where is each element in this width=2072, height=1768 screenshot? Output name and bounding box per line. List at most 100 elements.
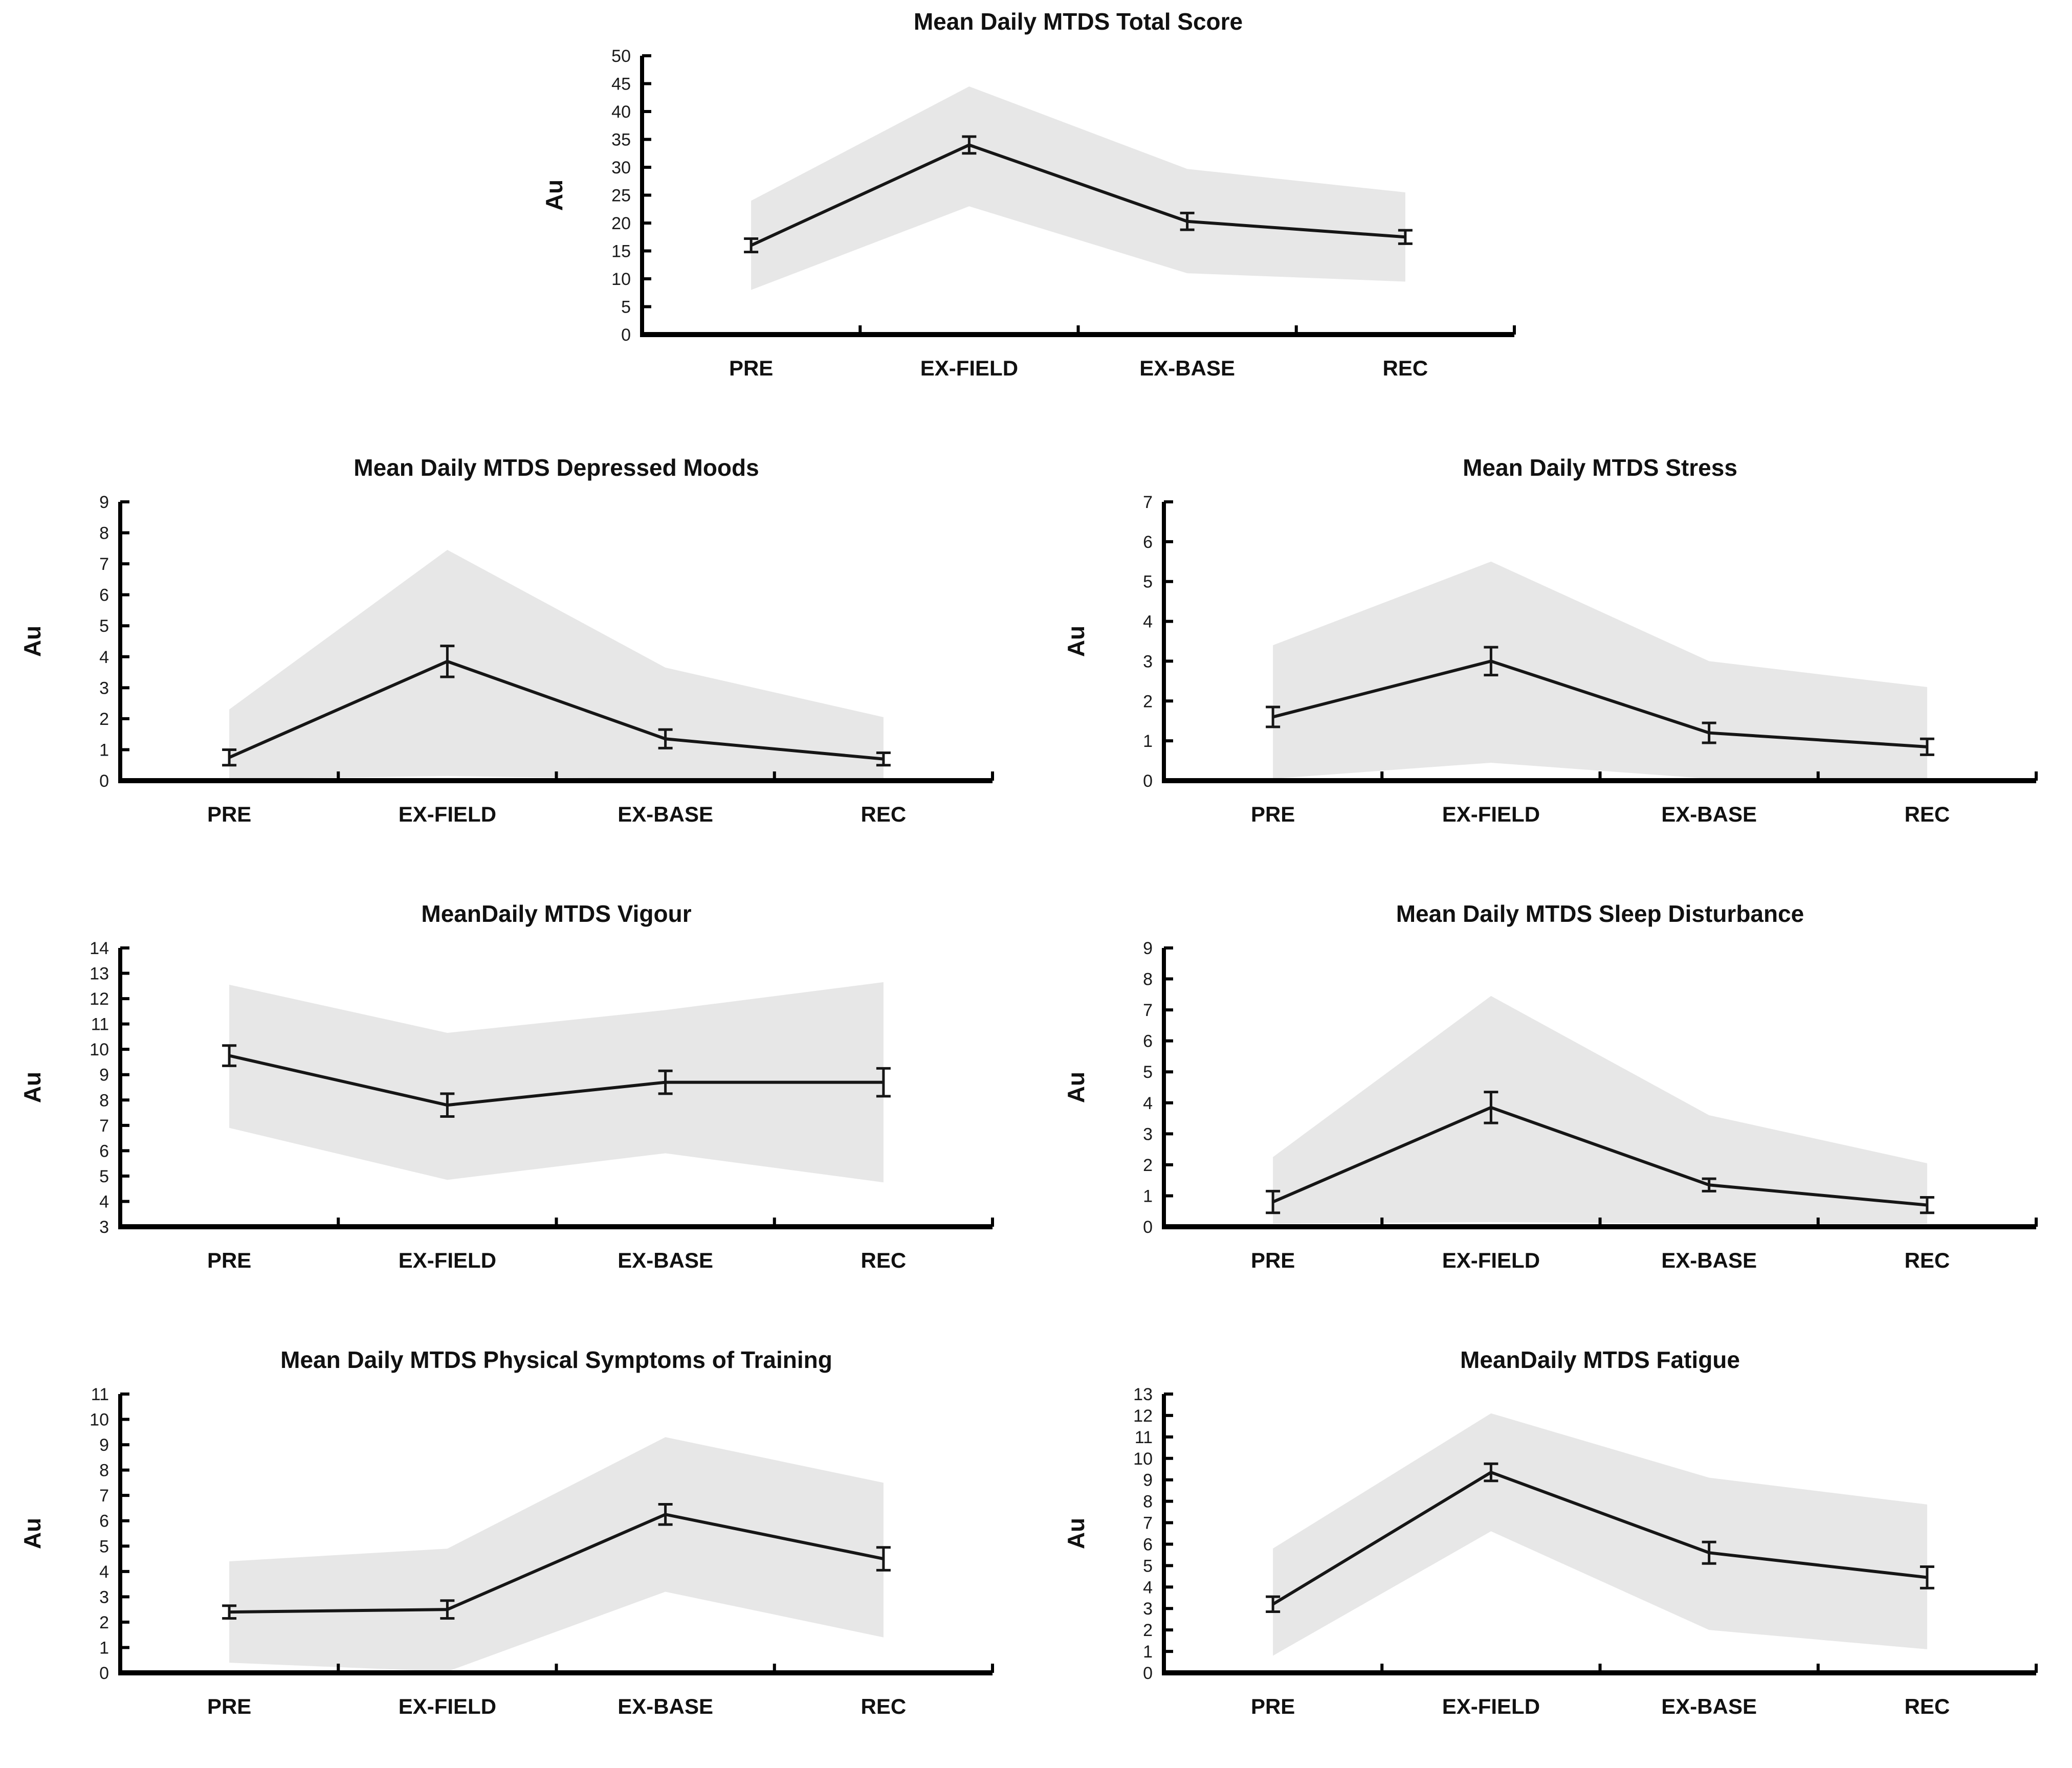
dispersion-band — [1273, 996, 1927, 1224]
y-tick-label: 25 — [611, 186, 631, 206]
y-tick-label: 15 — [611, 242, 631, 261]
y-tick-label: 8 — [1143, 970, 1153, 989]
dispersion-band — [1273, 1413, 1927, 1656]
line-chart-canvas-vigour: 3 4 5 6 7 8 9 10 11 12 13 14 PRE EX-FIELD EX-BASE REC Au — [19, 939, 994, 1272]
y-tick-label: 1 — [1143, 1642, 1153, 1662]
y-tick-label: 8 — [99, 524, 109, 543]
y-tick-label: 45 — [611, 75, 631, 94]
x-category-label: EX-FIELD — [920, 356, 1018, 380]
y-tick-label: 0 — [99, 1664, 109, 1683]
y-tick-label: 0 — [1143, 771, 1153, 791]
x-category-label: EX-FIELD — [1442, 1694, 1540, 1718]
y-tick-label: 4 — [1143, 1578, 1153, 1597]
error-bar — [1920, 737, 1934, 756]
y-tick-label: 6 — [99, 1141, 109, 1161]
y-tick-label: 0 — [1143, 1218, 1153, 1237]
chart-title-physical-symptoms: Mean Daily MTDS Physical Symptoms of Tra… — [280, 1346, 832, 1373]
y-axis-title: Au — [1063, 1518, 1089, 1549]
y-tick-label: 10 — [1133, 1449, 1153, 1469]
y-tick-label: 40 — [611, 102, 631, 122]
y-tick-label: 7 — [99, 1486, 109, 1506]
y-tick-label: 13 — [90, 964, 109, 984]
error-bar — [1398, 229, 1413, 245]
error-bar — [1484, 646, 1498, 677]
y-tick-label: 3 — [99, 1587, 109, 1607]
y-tick-label: 1 — [99, 1638, 109, 1658]
error-bar — [876, 1067, 891, 1098]
y-tick-label: 4 — [1143, 612, 1153, 632]
y-tick-label: 7 — [99, 1116, 109, 1136]
y-tick-label: 2 — [1143, 1621, 1153, 1640]
y-tick-label: 2 — [99, 1613, 109, 1632]
y-axis-title: Au — [19, 626, 46, 657]
error-bar — [1484, 1462, 1498, 1483]
row-vigour-sleep: MeanDaily MTDS Vigour 3 4 5 6 7 8 9 10 11 12 13 14 P… — [0, 875, 2072, 1321]
y-tick-label: 8 — [1143, 1492, 1153, 1512]
y-tick-label: 2 — [1143, 692, 1153, 711]
y-tick-label: 9 — [1143, 939, 1153, 958]
y-tick-label: 1 — [99, 740, 109, 760]
x-category-label: EX-BASE — [1661, 802, 1757, 826]
y-tick-label: 5 — [99, 616, 109, 636]
y-tick-label: 9 — [99, 1066, 109, 1085]
error-bar — [744, 237, 759, 254]
error-bar — [222, 748, 237, 767]
line-chart-canvas-sleep-disturbance: 0 1 2 3 4 5 6 7 8 9 PRE EX-FIELD EX-BASE REC Au — [1063, 939, 2038, 1272]
chart-fatigue: MeanDaily MTDS Fatigue 0 1 2 3 4 5 6 7 8 9 10 11 12 1… — [1056, 1343, 2059, 1755]
error-bar — [1702, 1177, 1716, 1192]
x-category-label: EX-BASE — [618, 1248, 713, 1272]
row-total-score: Mean Daily MTDS Total Score 0 5 10 15 20 25 30… — [0, 0, 2072, 429]
line-chart-canvas-physical-symptoms: 0 1 2 3 4 5 6 7 8 9 10 11 PRE EX-FIELD EX-BASE REC Au — [19, 1385, 994, 1718]
chart-title-total-score: Mean Daily MTDS Total Score — [913, 8, 1243, 35]
x-category-label: PRE — [207, 802, 251, 826]
x-category-label: PRE — [1251, 1248, 1295, 1272]
y-tick-label: 7 — [1143, 493, 1153, 512]
error-bar — [658, 1069, 673, 1095]
y-tick-label: 0 — [99, 771, 109, 791]
mean-series-line — [229, 1513, 884, 1614]
y-tick-label: 4 — [1143, 1094, 1153, 1113]
x-category-label: PRE — [729, 356, 773, 380]
mean-series-line — [1272, 1106, 1928, 1207]
y-tick-label: 7 — [1143, 1001, 1153, 1020]
x-category-label: EX-FIELD — [1442, 802, 1540, 826]
x-category-label: PRE — [207, 1248, 251, 1272]
line-chart-canvas-depressed-moods: 0 1 2 3 4 5 6 7 8 9 PRE EX-FIELD EX-BASE REC Au — [19, 493, 994, 826]
row-physical-fatigue: Mean Daily MTDS Physical Symptoms of Tra… — [0, 1321, 2072, 1767]
y-tick-label: 3 — [1143, 1599, 1153, 1619]
x-category-label: PRE — [1251, 1694, 1295, 1718]
y-axis-title: Au — [1063, 626, 1089, 657]
y-tick-label: 2 — [1143, 1156, 1153, 1175]
x-category-label: EX-FIELD — [399, 1694, 496, 1718]
x-category-label: EX-BASE — [1661, 1248, 1757, 1272]
y-tick-label: 0 — [621, 325, 631, 345]
y-tick-label: 10 — [90, 1410, 109, 1430]
y-tick-label: 5 — [1143, 1063, 1153, 1082]
x-category-label: EX-BASE — [1661, 1694, 1757, 1718]
y-tick-label: 4 — [99, 1192, 109, 1211]
y-tick-label: 11 — [91, 1385, 109, 1404]
dispersion-band — [229, 1437, 884, 1672]
error-bar — [440, 1599, 455, 1620]
x-category-label: EX-BASE — [1139, 356, 1235, 380]
y-tick-label: 11 — [91, 1015, 109, 1034]
error-bar — [1266, 1595, 1281, 1614]
x-category-label: EX-FIELD — [399, 1248, 496, 1272]
error-bar — [876, 1546, 891, 1572]
y-tick-label: 11 — [1135, 1428, 1153, 1447]
y-tick-label: 5 — [1143, 572, 1153, 592]
x-category-label: EX-FIELD — [1442, 1248, 1540, 1272]
chart-title-fatigue: MeanDaily MTDS Fatigue — [1460, 1346, 1740, 1373]
y-tick-label: 4 — [99, 648, 109, 667]
x-category-label: PRE — [1251, 802, 1295, 826]
error-bar — [876, 752, 891, 767]
error-bar — [1266, 1189, 1281, 1214]
y-tick-label: 5 — [1143, 1556, 1153, 1576]
y-tick-label: 9 — [99, 493, 109, 512]
y-tick-label: 1 — [1143, 732, 1153, 751]
y-tick-label: 14 — [90, 939, 109, 958]
error-bar — [658, 1503, 673, 1526]
y-tick-label: 3 — [99, 1218, 109, 1237]
